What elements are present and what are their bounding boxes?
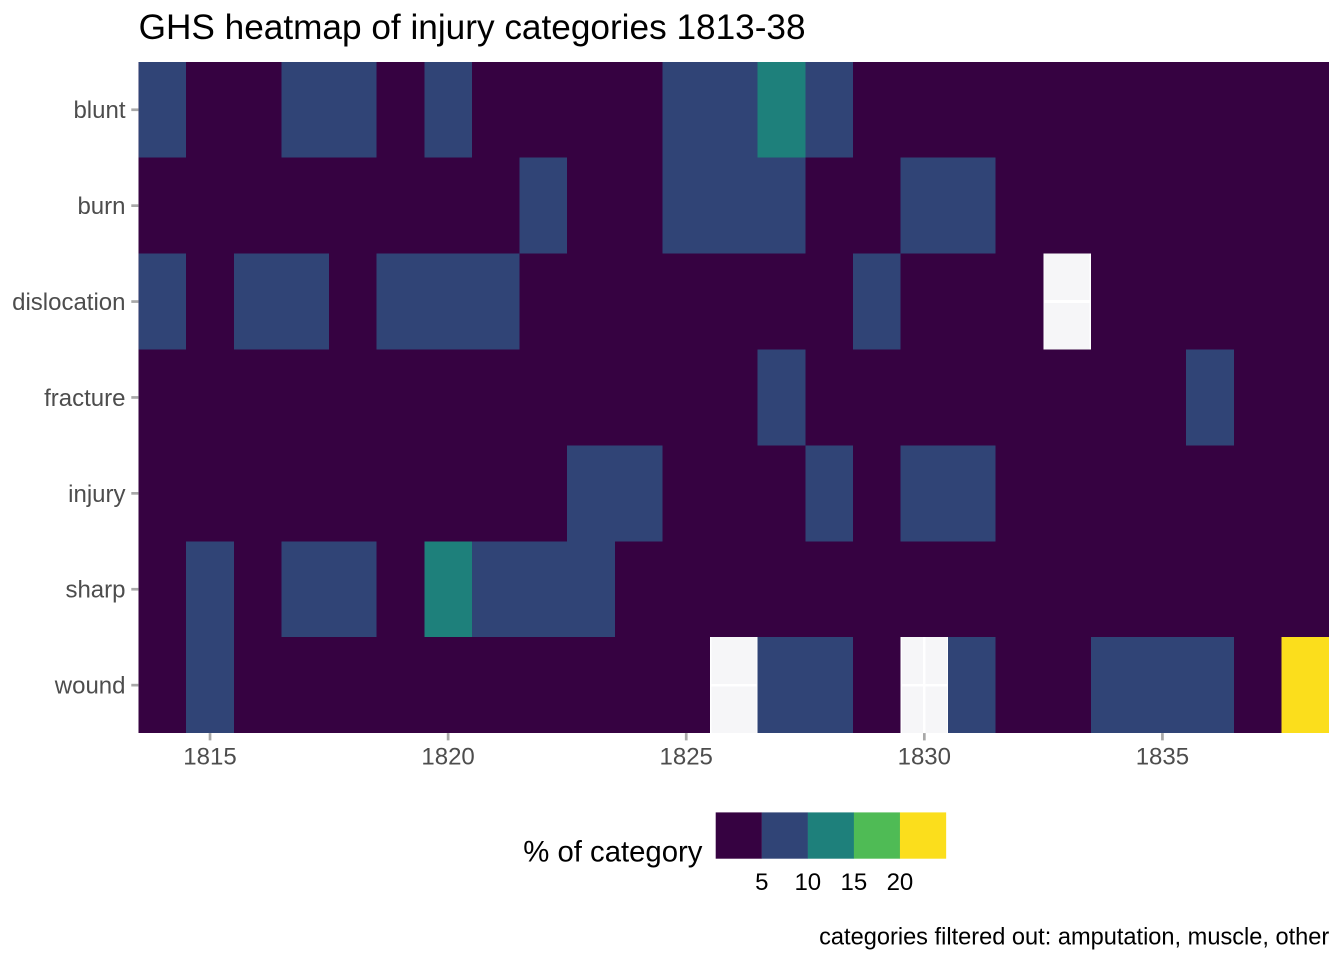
svg-text:1815: 1815: [183, 743, 236, 770]
svg-text:sharp: sharp: [65, 577, 125, 604]
svg-text:5: 5: [755, 869, 768, 896]
svg-text:injury: injury: [68, 481, 125, 508]
svg-text:1820: 1820: [421, 743, 474, 770]
svg-text:1835: 1835: [1136, 743, 1189, 770]
svg-text:wound: wound: [54, 673, 126, 700]
svg-text:dislocation: dislocation: [12, 289, 125, 316]
svg-text:GHS heatmap of injury categori: GHS heatmap of injury categories 1813-38: [139, 8, 806, 47]
svg-text:10: 10: [794, 869, 821, 896]
svg-text:blunt: blunt: [73, 97, 125, 124]
svg-text:categories filtered out: amput: categories filtered out: amputation, mus…: [819, 925, 1329, 951]
svg-text:% of category: % of category: [523, 836, 702, 869]
svg-text:20: 20: [887, 869, 914, 896]
svg-text:burn: burn: [77, 193, 125, 220]
svg-text:1830: 1830: [898, 743, 951, 770]
svg-text:fracture: fracture: [44, 385, 125, 412]
svg-text:1825: 1825: [660, 743, 713, 770]
svg-text:15: 15: [841, 869, 868, 896]
